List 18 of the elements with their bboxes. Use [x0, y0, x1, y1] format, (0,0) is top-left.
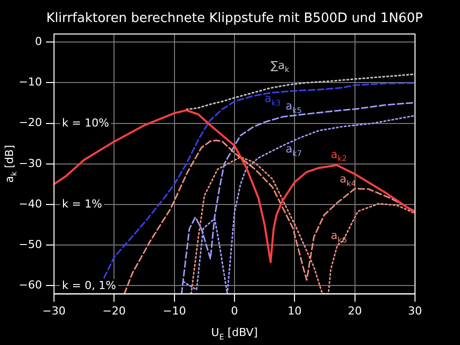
- chart-title: Klirrfaktoren berechnete Klippstufe mit B500D und 1N60P: [46, 11, 423, 26]
- annotation: k = 10%: [62, 116, 110, 130]
- y-tick-label: −40: [18, 197, 42, 210]
- x-tick-label: −10: [162, 304, 186, 318]
- y-tick-label: −10: [18, 76, 42, 89]
- annotation: k = 0, 1%: [62, 278, 116, 292]
- annotation: k = 1%: [62, 198, 102, 211]
- x-tick-label: −20: [102, 304, 126, 318]
- y-tick-label: 0: [35, 34, 42, 48]
- x-tick-label: 0: [231, 304, 238, 318]
- x-tick-label: −30: [42, 304, 66, 318]
- y-tick-label: −30: [18, 156, 42, 170]
- x-tick-label: 10: [288, 304, 302, 318]
- y-tick-label: −20: [18, 116, 42, 130]
- y-tick-label: −60: [18, 278, 42, 292]
- y-tick-label: −50: [18, 238, 42, 251]
- x-tick-label: 20: [348, 304, 362, 318]
- x-tick-label: 30: [408, 304, 422, 318]
